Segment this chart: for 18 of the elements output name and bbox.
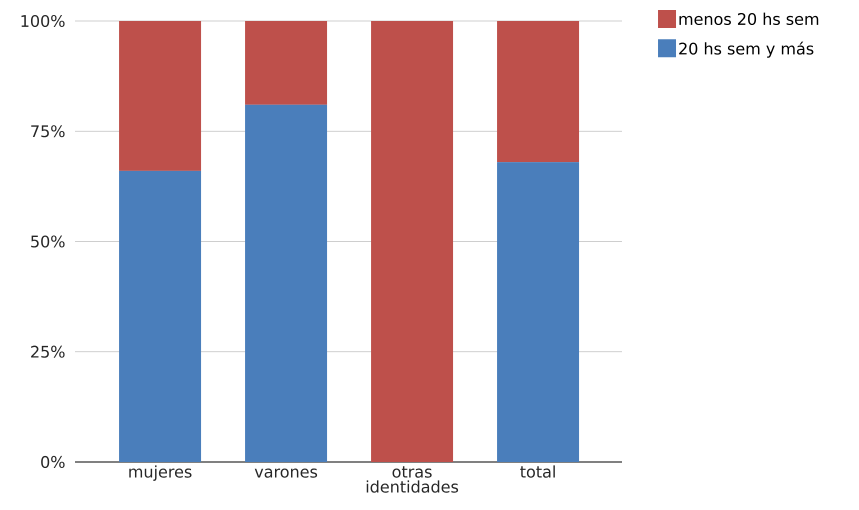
x-tick-label: otras identidades xyxy=(366,466,458,493)
y-tick-label: 100% xyxy=(21,14,65,28)
bar xyxy=(497,162,580,462)
bar xyxy=(119,170,202,462)
bar xyxy=(245,20,328,105)
bar xyxy=(119,20,202,171)
bar xyxy=(371,20,454,462)
x-tick-label: mujeres xyxy=(129,465,192,481)
x-tick-label: varones xyxy=(254,468,318,478)
y-tick-label: 0% xyxy=(41,456,65,468)
bar xyxy=(245,104,328,462)
legend-label: menos 20 hs sem xyxy=(679,12,818,26)
y-tick-label: 75% xyxy=(31,125,65,138)
y-tick-label: 25% xyxy=(31,346,65,358)
y-tick-label: 50% xyxy=(31,235,65,248)
legend-label: 20 hs sem y más xyxy=(679,42,814,58)
bar xyxy=(497,20,580,162)
x-tick-label: total xyxy=(520,465,555,478)
